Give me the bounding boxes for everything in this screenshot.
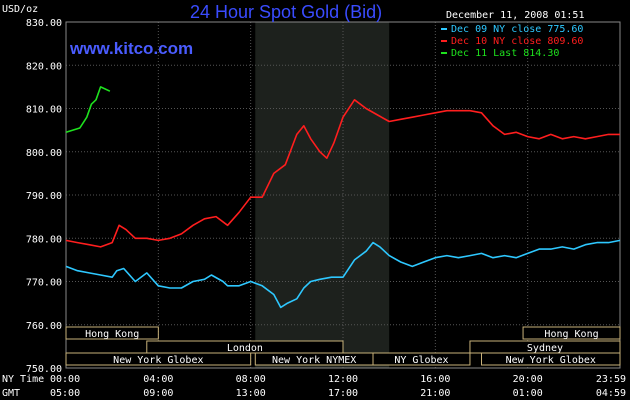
- ny-time-label: NY Time: [2, 374, 44, 385]
- x-tick-label: 00:00: [50, 374, 80, 385]
- session-label: Hong Kong: [85, 329, 139, 340]
- x-tick-label: 04:59: [596, 388, 626, 399]
- session-box: [481, 352, 621, 366]
- x-tick-label: 12:00: [328, 374, 358, 385]
- session-label: New York Globex: [113, 355, 203, 366]
- x-tick-label: 17:00: [328, 388, 358, 399]
- legend-entry: Dec 10 NY close 809.60: [451, 36, 583, 47]
- series-lines: [65, 86, 621, 309]
- timestamp: December 11, 2008 01:51: [446, 10, 584, 21]
- plot-border: [65, 21, 621, 369]
- session-label: London: [227, 343, 263, 354]
- y-tick-labels: 830.00 820.00 810.00 800.00 790.00 780.00 770.…: [26, 18, 62, 375]
- x-tick-label: 21:00: [420, 388, 450, 399]
- legend-entry: Dec 09 NY close 775.60: [451, 24, 583, 35]
- session-box: [522, 326, 621, 340]
- y-tick-label: 760.00: [26, 321, 62, 332]
- y-tick-label: 770.00: [26, 278, 62, 289]
- series-line-2: [65, 86, 111, 134]
- website-label[interactable]: www.kitco.com: [69, 39, 193, 58]
- series-line-1: [65, 99, 620, 248]
- session-box: [372, 352, 471, 366]
- session-label: NY Globex: [394, 355, 448, 366]
- session-label: Sydney: [527, 343, 563, 354]
- chart-title: 24 Hour Spot Gold (Bid): [190, 2, 382, 22]
- gmt-label: GMT: [2, 388, 20, 399]
- x-tick-label: 01:00: [513, 388, 543, 399]
- x-tick-label: 16:00: [420, 374, 450, 385]
- y-tick-label: 750.00: [26, 364, 62, 375]
- y-tick-label: 800.00: [26, 148, 62, 159]
- y-tick-label: 810.00: [26, 105, 62, 116]
- y-tick-label: 820.00: [26, 61, 62, 72]
- x-tick-label: 23:59: [596, 374, 626, 385]
- session-label: New York NYMEX: [272, 355, 356, 366]
- x-tick-label: 04:00: [143, 374, 173, 385]
- y-axis-unit: USD/oz: [2, 4, 38, 15]
- x-tick-label: 13:00: [236, 388, 266, 399]
- market-sessions: Hong Kong London New York Globex New York N…: [65, 326, 621, 366]
- session-box: [65, 352, 252, 366]
- session-label: New York Globex: [506, 355, 596, 366]
- session-box: [65, 326, 159, 340]
- y-tick-label: 780.00: [26, 234, 62, 245]
- y-tick-label: 830.00: [26, 18, 62, 29]
- y-tick-label: 790.00: [26, 191, 62, 202]
- legend-entry: Dec 11 Last 814.30: [451, 48, 559, 59]
- x-tick-label: 09:00: [143, 388, 173, 399]
- series-line-0: [65, 239, 621, 309]
- x-tick-labels: NY Time 00:00 04:00 08:00 12:00 16:00 20:00 23:…: [2, 374, 626, 399]
- x-tick-label: 20:00: [513, 374, 543, 385]
- x-tick-label: 05:00: [50, 388, 80, 399]
- session-label: Hong Kong: [544, 329, 598, 340]
- x-tick-label: 08:00: [236, 374, 266, 385]
